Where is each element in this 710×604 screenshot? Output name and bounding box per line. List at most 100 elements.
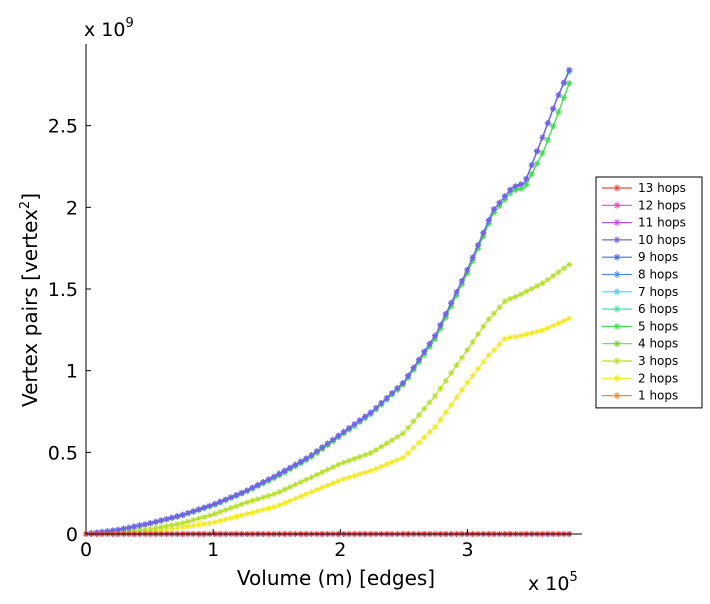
series-point — [432, 332, 439, 339]
series-point — [469, 372, 476, 379]
series-point — [115, 526, 122, 533]
series-point — [163, 526, 170, 533]
series-point — [142, 526, 149, 533]
series-point — [378, 463, 385, 470]
series-point — [120, 525, 127, 532]
series-point — [544, 276, 551, 283]
series-point — [383, 440, 390, 447]
series-point — [244, 487, 251, 494]
series-point — [517, 181, 524, 188]
series-point — [362, 451, 369, 458]
series-7-hops — [83, 67, 573, 537]
series-line — [85, 71, 570, 535]
y-tick-label: 2 — [66, 197, 78, 219]
series-point — [335, 461, 342, 468]
series-point — [136, 527, 143, 534]
series-point — [528, 171, 535, 178]
series-point — [474, 331, 481, 338]
series-point — [383, 461, 390, 468]
series-point — [539, 134, 546, 141]
series-point — [249, 497, 256, 504]
legend-item: 11 hops — [602, 216, 686, 230]
series-point — [560, 317, 567, 324]
series-point — [168, 522, 175, 529]
series-point — [233, 492, 240, 499]
series-point — [507, 190, 514, 197]
series-point — [491, 206, 498, 213]
series-point — [131, 523, 138, 530]
series-point — [324, 482, 331, 489]
series-point — [147, 525, 154, 532]
series-point — [244, 510, 251, 517]
series-point — [544, 137, 551, 144]
series-point — [233, 513, 240, 520]
series-point — [168, 525, 175, 532]
series-point — [534, 160, 541, 167]
series-point — [303, 455, 310, 462]
series-point — [512, 187, 519, 194]
series-point — [276, 502, 283, 509]
legend-swatch-marker — [613, 201, 621, 209]
series-8-hops — [83, 67, 573, 537]
series-point — [131, 527, 138, 534]
series-point — [356, 471, 363, 478]
legend-label: 4 hops — [638, 337, 678, 351]
legend-item: 10 hops — [602, 233, 686, 247]
series-point — [383, 395, 390, 402]
series-point — [147, 520, 154, 527]
series-point — [458, 278, 465, 285]
series-point — [512, 293, 519, 300]
y-label-sup: 2 — [18, 201, 33, 209]
series-point — [174, 521, 181, 528]
series-point — [335, 477, 342, 484]
y-tick-label: 1.5 — [48, 279, 78, 301]
series-point — [496, 199, 503, 206]
series-point — [222, 496, 229, 503]
series-point — [238, 489, 245, 496]
series-point — [480, 323, 487, 330]
series-point — [458, 386, 465, 393]
series-point — [195, 515, 202, 522]
series-point — [555, 269, 562, 276]
series-point — [453, 289, 460, 296]
series-point — [480, 358, 487, 365]
series-point — [474, 242, 481, 249]
series-point — [523, 175, 530, 182]
series-point — [303, 491, 310, 498]
legend-swatch-marker — [613, 322, 621, 330]
legend-swatch-marker — [613, 236, 621, 244]
legend-item: 2 hops — [602, 371, 678, 385]
series-point — [389, 390, 396, 397]
series-point — [464, 270, 471, 277]
series-point — [437, 325, 444, 332]
series-point — [313, 448, 320, 455]
series-point — [297, 493, 304, 500]
x-tick-label: 2 — [334, 539, 346, 561]
series-point — [550, 123, 557, 130]
series-point — [174, 524, 181, 531]
series-point — [405, 372, 412, 379]
series-point — [319, 484, 326, 491]
series-point — [410, 364, 417, 371]
series-point — [270, 503, 277, 510]
series-point — [238, 512, 245, 519]
series-point — [244, 499, 251, 506]
legend-swatch-marker — [613, 374, 621, 382]
series-point — [410, 418, 417, 425]
series-point — [378, 400, 385, 407]
series-point — [405, 450, 412, 457]
x-multiplier-exp: 5 — [569, 570, 577, 585]
legend-swatch-marker — [613, 305, 621, 313]
series-point — [501, 196, 508, 203]
series-point — [152, 518, 159, 525]
series-point — [523, 181, 530, 188]
series-point — [566, 261, 573, 268]
legend-item: 6 hops — [602, 302, 678, 316]
series-point — [372, 404, 379, 411]
legend-item: 8 hops — [602, 268, 678, 282]
series-3-hops — [83, 261, 573, 537]
series-point — [528, 162, 535, 169]
legend-label: 3 hops — [638, 354, 678, 368]
series-point — [330, 436, 337, 443]
series-point — [555, 320, 562, 327]
